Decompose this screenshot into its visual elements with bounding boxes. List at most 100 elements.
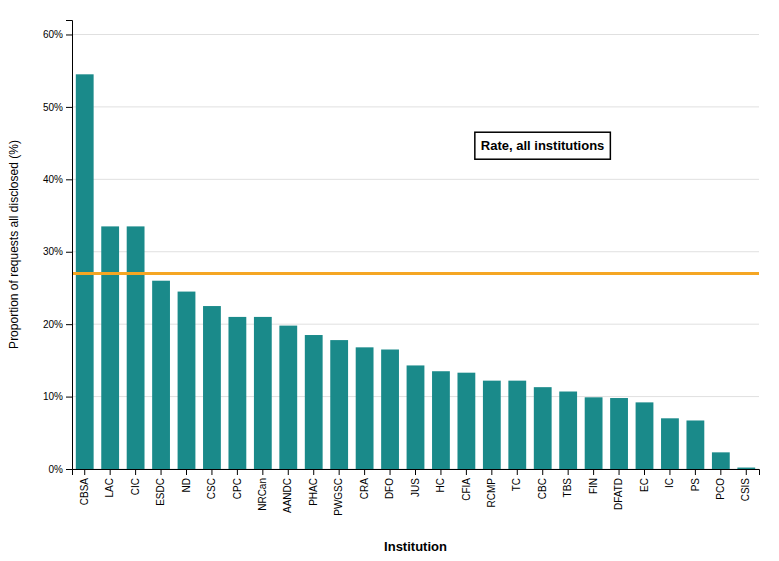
x-tick: CRA: [359, 469, 370, 499]
x-tick-label: PCO: [715, 478, 726, 500]
x-tick: TBS: [562, 469, 573, 497]
x-tick-label: PS: [690, 478, 701, 492]
x-tick-label: CRA: [359, 478, 370, 499]
x-tick: CFIA: [461, 469, 472, 501]
bar: [610, 398, 628, 469]
x-tick-mark: [84, 469, 85, 475]
x-tick-mark: [720, 469, 721, 475]
x-tick-label: CFIA: [461, 478, 472, 501]
y-tick-mark: [66, 252, 72, 253]
x-tick: PCO: [715, 469, 726, 500]
x-tick-mark: [568, 469, 569, 475]
bar: [152, 281, 170, 469]
bar: [407, 365, 425, 469]
x-tick: JUS: [410, 469, 421, 497]
x-tick-mark: [211, 469, 212, 475]
grid-line: [72, 106, 759, 107]
x-tick: PS: [690, 469, 701, 491]
bar: [483, 381, 501, 469]
x-tick: CSC: [206, 469, 217, 499]
x-tick: CBC: [537, 469, 548, 499]
plot: 0%10%20%30%40%50%60%CBSALACCICESDCNDCSCC…: [43, 21, 760, 516]
x-tick-label: TC: [511, 478, 522, 491]
x-tick-label: DFATD: [613, 478, 624, 510]
y-axis-title: Proportion of requests all disclosed (%): [7, 140, 21, 349]
x-tick-mark: [415, 469, 416, 475]
x-tick-mark: [644, 469, 645, 475]
x-tick: DFATD: [613, 469, 624, 510]
y-tick-mark: [66, 107, 72, 108]
x-tick: HC: [435, 469, 446, 492]
x-tick: RCMP: [486, 469, 497, 507]
y-axis: 0% 10% 20% 30% 40% 50% 60%: [43, 21, 73, 475]
bar: [508, 381, 526, 469]
bar: [228, 317, 246, 469]
x-tick: DFO: [384, 469, 395, 499]
bar: [737, 468, 755, 469]
x-tick-mark: [695, 469, 696, 475]
x-tick: IC: [664, 469, 675, 488]
x-tick-mark: [619, 469, 620, 475]
bar: [178, 292, 196, 469]
x-tick-mark: [517, 469, 518, 475]
grid-line: [72, 251, 759, 252]
y-tick-mark: [66, 179, 72, 180]
grid: [72, 34, 759, 469]
x-tick: CSIS: [740, 469, 751, 501]
y-axis-line: [66, 21, 73, 470]
x-tick-mark: [466, 469, 467, 475]
bar: [254, 317, 272, 469]
reference-label: Rate, all institutions: [475, 132, 611, 159]
chart: 0%10%20%30%40%50%60%CBSALACCICESDCNDCSCC…: [0, 0, 779, 561]
x-tick-mark: [746, 469, 747, 475]
y-tick: 50%: [43, 102, 72, 113]
x-tick: CPC: [232, 469, 243, 499]
grid-line: [72, 34, 759, 35]
y-tick-label: 20%: [43, 319, 63, 330]
marks: [72, 74, 759, 469]
x-tick-mark: [262, 469, 263, 475]
y-tick: 20%: [43, 319, 72, 330]
reference-line: [72, 272, 759, 275]
y-tick-mark: [66, 469, 72, 470]
x-tick-label: PHAC: [308, 478, 319, 506]
bar: [661, 418, 679, 469]
y-tick: 0%: [49, 464, 72, 475]
y-tick-mark: [66, 34, 72, 35]
y-tick: 10%: [43, 391, 72, 402]
x-tick-mark: [364, 469, 365, 475]
bar: [457, 373, 475, 469]
x-tick: PWGSC: [333, 469, 344, 516]
x-tick: TC: [511, 469, 522, 491]
y-tick: 60%: [43, 29, 72, 40]
reference-label-text: Rate, all institutions: [481, 138, 605, 153]
x-tick: LAC: [104, 469, 115, 497]
bar: [686, 420, 704, 469]
bar: [712, 452, 730, 469]
x-axis: CBSALACCICESDCNDCSCCPCNRCanAANDCPHACPWGS…: [73, 469, 760, 516]
bar: [636, 402, 654, 469]
x-tick: CBSA: [79, 469, 90, 505]
x-tick-mark: [237, 469, 238, 475]
x-tick-label: CPC: [232, 478, 243, 499]
y-tick-label: 30%: [43, 246, 63, 257]
x-tick-label: CBSA: [79, 478, 90, 506]
bar: [432, 371, 450, 469]
x-tick-mark: [135, 469, 136, 475]
bar: [534, 387, 552, 469]
x-tick-label: EC: [639, 478, 650, 492]
x-tick: PHAC: [308, 469, 319, 506]
y-tick-mark: [66, 324, 72, 325]
x-tick: FIN: [588, 469, 599, 494]
bar: [381, 350, 399, 469]
bar: [585, 397, 603, 469]
x-tick: NRCan: [257, 469, 268, 511]
x-tick-mark: [288, 469, 289, 475]
reference-label-box: [475, 132, 611, 159]
x-tick-label: AANDC: [282, 478, 293, 513]
x-tick: AANDC: [282, 469, 293, 513]
y-tick: 40%: [43, 174, 72, 185]
x-tick-mark: [669, 469, 670, 475]
bar: [127, 226, 145, 469]
x-tick-label: JUS: [410, 478, 421, 497]
